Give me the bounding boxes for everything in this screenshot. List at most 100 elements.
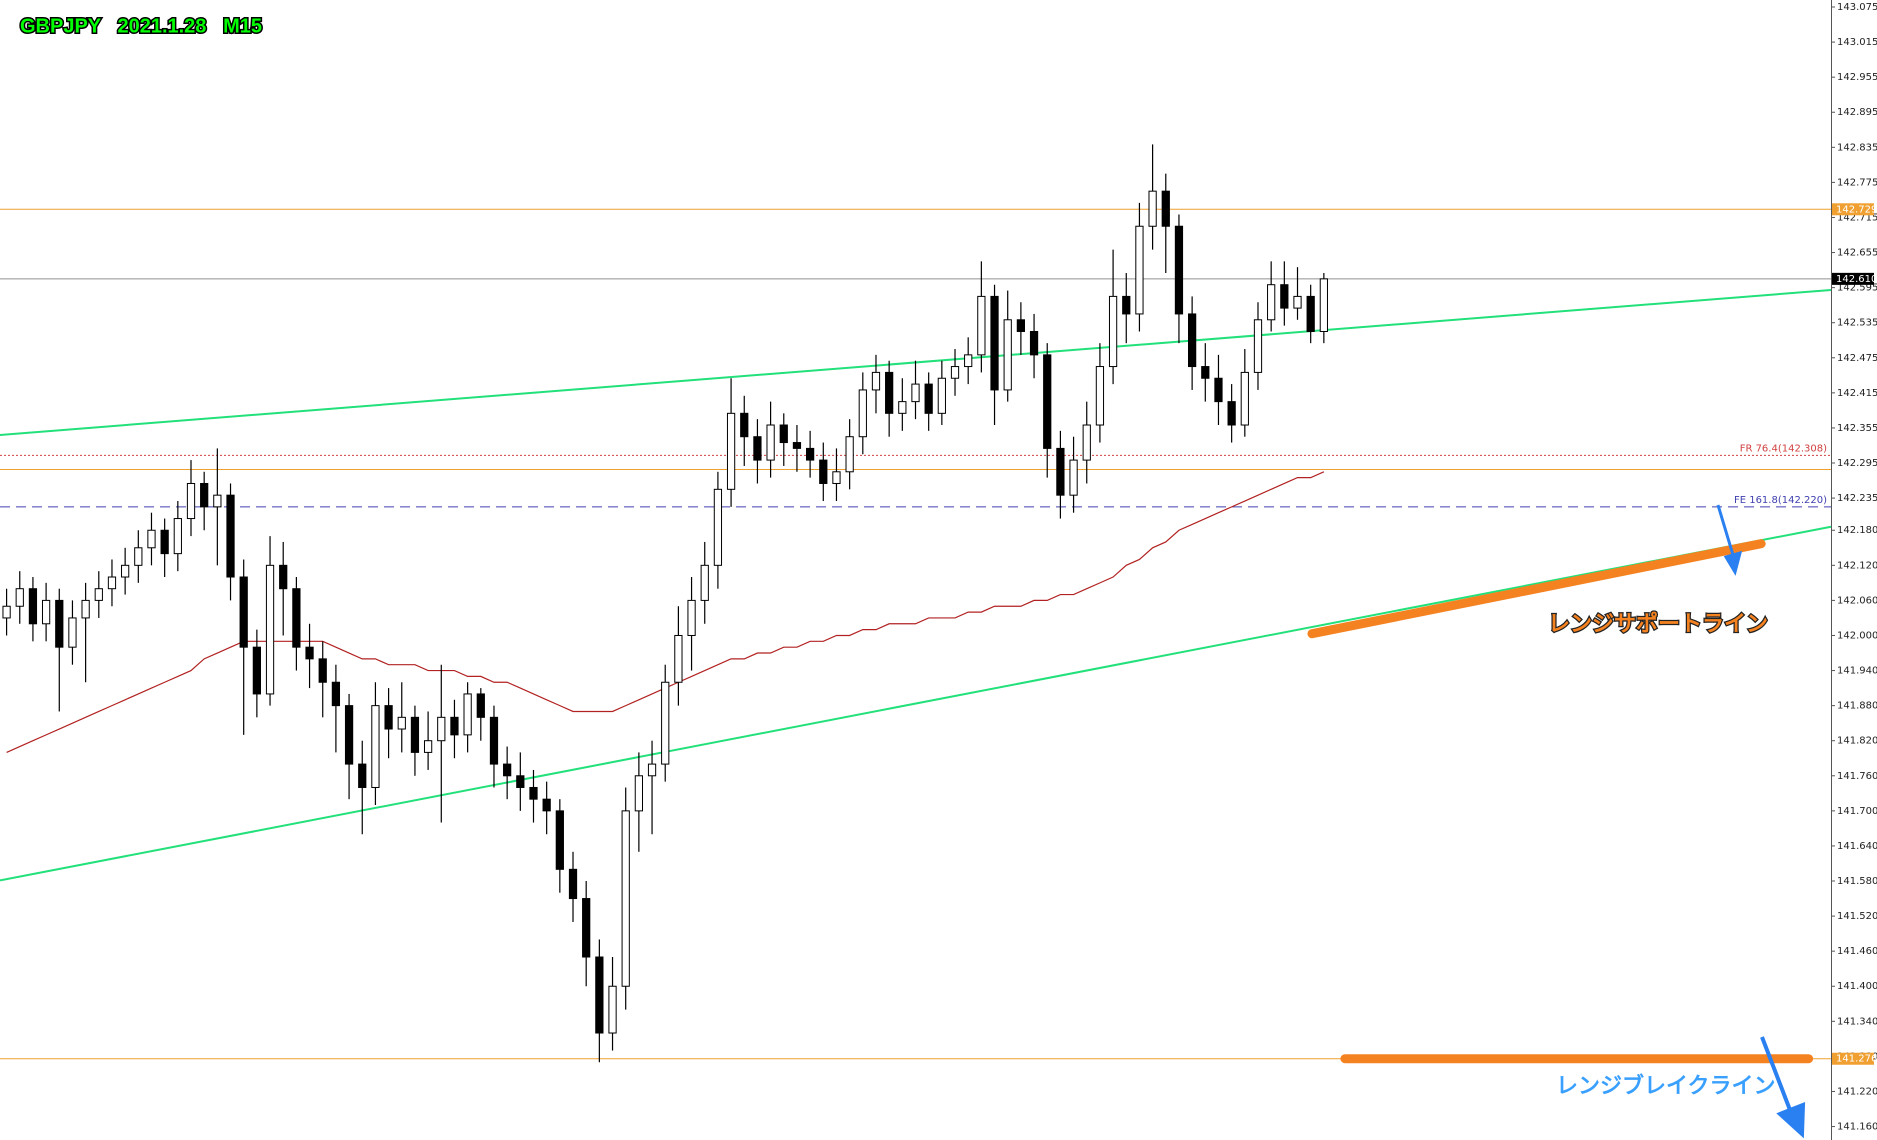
y-tick-label: 141.640 — [1837, 841, 1877, 852]
candle-body — [397, 716, 406, 730]
candle-body — [1108, 295, 1118, 368]
candle-body — [1148, 190, 1157, 227]
candle-body — [858, 389, 867, 438]
candle-body — [1174, 225, 1184, 315]
highlight-line — [1307, 539, 1766, 639]
candle-body — [661, 681, 670, 765]
chart-title: GBPJPY 2021.1.28 M15 — [20, 15, 262, 37]
price-tag — [1832, 1052, 1874, 1065]
candle-body — [147, 529, 156, 549]
candle-body — [358, 763, 367, 788]
candle-body — [423, 740, 433, 753]
y-tick-label: 141.520 — [1837, 911, 1877, 922]
candle-body — [582, 898, 591, 958]
candle-body — [450, 716, 459, 736]
candle-body — [819, 459, 828, 484]
candle-body — [977, 295, 986, 356]
candle-body — [213, 494, 222, 508]
candle-body — [279, 564, 288, 590]
line-label: FE 161.8(142.220) — [1734, 495, 1827, 506]
candle-body — [885, 371, 894, 414]
y-tick-label: 141.880 — [1837, 701, 1877, 712]
candle-body — [265, 564, 275, 695]
candle-body — [437, 716, 446, 742]
price-tag-label: 141.276 — [1836, 1054, 1877, 1065]
y-tick-label: 141.160 — [1837, 1122, 1877, 1133]
candle-body — [964, 354, 973, 368]
y-tick-label: 142.060 — [1837, 595, 1877, 606]
candle-body — [1161, 190, 1170, 227]
candle-body — [1043, 354, 1052, 449]
candle-body — [463, 693, 472, 736]
y-tick-label: 141.760 — [1837, 771, 1877, 782]
candle-body — [608, 985, 617, 1034]
y-tick-label: 141.820 — [1837, 736, 1877, 747]
candle-body — [371, 705, 380, 788]
candle-body — [318, 658, 327, 683]
candle-body — [779, 424, 788, 444]
y-tick-label: 142.180 — [1837, 525, 1877, 536]
candle-body — [331, 681, 341, 707]
y-tick-label: 141.460 — [1837, 946, 1877, 957]
y-tick-label: 142.235 — [1837, 493, 1877, 504]
candle-body — [1122, 295, 1131, 315]
candle-body — [1135, 225, 1144, 315]
y-tick-label: 142.355 — [1837, 423, 1877, 434]
candle-body — [845, 436, 854, 473]
candle-body — [713, 488, 723, 566]
candle-body — [621, 810, 630, 987]
candle-body — [1240, 371, 1249, 426]
y-tick-label: 142.715 — [1837, 212, 1877, 223]
candle-body — [503, 763, 512, 777]
candle-body — [344, 705, 354, 765]
y-tick-label: 141.580 — [1837, 876, 1877, 887]
y-tick-label: 142.415 — [1837, 388, 1877, 399]
price-tag-label: 142.610 — [1836, 274, 1877, 285]
candle-body — [292, 588, 301, 648]
candle-body — [595, 956, 604, 1034]
candle-body — [871, 371, 881, 391]
candle-body — [1280, 284, 1289, 309]
candle-body — [107, 576, 117, 590]
y-tick-label: 142.775 — [1837, 177, 1877, 188]
y-tick-label: 142.655 — [1837, 248, 1877, 259]
y-tick-label: 141.220 — [1837, 1086, 1877, 1097]
y-tick-label: 142.475 — [1837, 353, 1877, 364]
candle-body — [700, 564, 709, 601]
y-tick-label: 141.940 — [1837, 666, 1877, 677]
candle-body — [15, 588, 24, 607]
price-tag-label: 142.729 — [1836, 204, 1877, 215]
candle-body — [134, 547, 143, 566]
candle-body — [634, 775, 643, 812]
candle-body — [2, 605, 11, 619]
candle-body — [476, 693, 485, 718]
y-tick-label: 142.000 — [1837, 630, 1877, 641]
candle-body — [924, 383, 933, 414]
price-tag — [1832, 203, 1874, 216]
candle-body — [937, 377, 946, 414]
candle-body — [1095, 366, 1105, 426]
y-tick-label: 142.295 — [1837, 458, 1877, 469]
candle-body — [1253, 319, 1263, 373]
candle-body — [41, 599, 51, 625]
candle-body — [911, 383, 920, 403]
candle-body — [726, 412, 736, 490]
candle-body — [173, 518, 182, 555]
candle-body — [1188, 313, 1197, 368]
candle-body — [766, 424, 775, 461]
candle-body — [832, 471, 841, 484]
annotation: レンジサポートライン — [1548, 611, 1768, 637]
candle-body — [1267, 284, 1276, 321]
y-tick-label: 143.015 — [1837, 37, 1877, 48]
y-tick-label: 142.120 — [1837, 560, 1877, 571]
price-tag — [1832, 272, 1874, 285]
candle-body — [200, 482, 209, 508]
candle-body — [898, 401, 907, 414]
y-tick-label: 141.700 — [1837, 806, 1877, 817]
candle-body — [687, 599, 696, 636]
candle-body — [555, 810, 564, 870]
candle-body — [226, 494, 235, 578]
candle-body — [950, 366, 960, 379]
